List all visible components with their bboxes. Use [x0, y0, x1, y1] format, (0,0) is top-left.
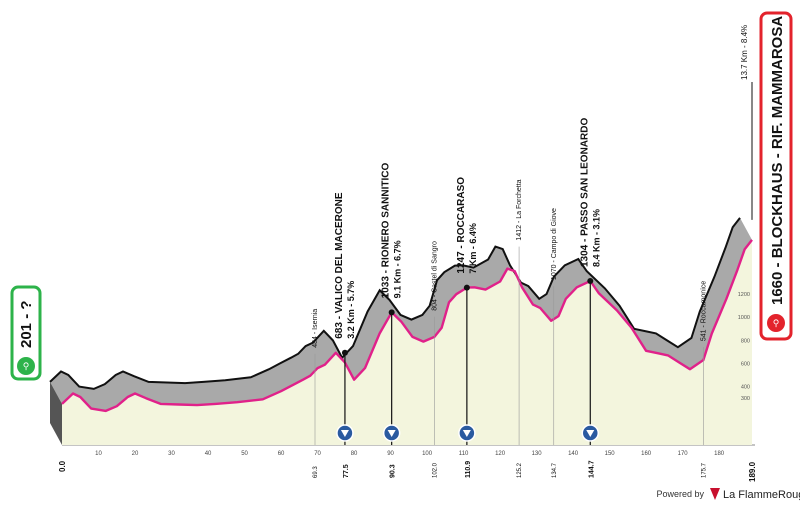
climb-km-label: 90.3	[390, 464, 397, 478]
climb-name-label: 1304 - PASSO SAN LEONARDO	[579, 118, 590, 268]
climb-km-label: 144.7	[588, 460, 595, 478]
climb-marker-arrow	[462, 430, 471, 437]
profile-area	[62, 239, 752, 445]
climb-dot	[587, 278, 594, 285]
climb-dot	[463, 284, 470, 291]
finish-bike-icon	[767, 314, 785, 332]
powered-by-text: Powered by	[656, 489, 704, 499]
town-km-label: 134.7	[552, 462, 558, 478]
climb-km-label: 77.5	[343, 464, 350, 478]
y-tick-label: 400	[741, 384, 750, 390]
bike-icon-glyph: ⚲	[23, 361, 30, 371]
x-tick-label: 40	[205, 451, 212, 457]
town-km-label: 69.3	[313, 466, 319, 478]
climb-marker-arrow	[586, 430, 595, 437]
bike-icon	[17, 357, 35, 375]
climb-detail-label: 8.4 Km - 3.1%	[591, 209, 601, 267]
marks-layer	[314, 82, 753, 445]
town-label: 484 - Isernia	[312, 309, 319, 348]
x-tick-label: 140	[568, 451, 579, 457]
x-tick-label: 120	[495, 451, 506, 457]
x-tick-label: 180	[714, 451, 725, 457]
y-tick-label: 1000	[738, 315, 750, 321]
y-tick-label: 1200	[738, 292, 750, 298]
profile-shade	[50, 217, 752, 411]
brand-text: La FlammeRouge	[723, 489, 800, 501]
x-tick-label: 100	[422, 451, 433, 457]
x-tick-label: 170	[678, 451, 689, 457]
climb-name-label: 1033 - RIONERO SANNITICO	[381, 163, 392, 299]
start-km-label: 0.0	[58, 460, 67, 472]
x-tick-label: 110	[459, 451, 469, 457]
town-label: 804 - Castel di Sangro	[431, 241, 438, 311]
x-tick-label: 60	[278, 451, 285, 457]
start-label: 201 - ?	[18, 300, 35, 348]
town-km-label: 125.2	[517, 462, 523, 478]
town-label: 541 - Roccamonice	[700, 281, 707, 341]
x-tick-label: 70	[314, 451, 321, 457]
x-tick-label: 130	[532, 451, 543, 457]
climb-marker-arrow	[387, 430, 396, 437]
labels-layer: 300 400 600 800 1000 1200 10 20 30 40 50 60 70 80 90 10…	[58, 25, 757, 482]
profile-layer	[49, 217, 753, 445]
town-km-label: 102.0	[432, 462, 438, 478]
route-line	[61, 239, 753, 413]
climb-dot	[388, 309, 395, 316]
x-tick-label: 50	[241, 451, 248, 457]
town-km-label: 175.7	[701, 462, 707, 478]
climb-detail-label: 9.1 Km - 6.7%	[393, 240, 403, 298]
profile-ridge	[49, 217, 741, 390]
footer: Powered by La FlammeRouge	[656, 488, 800, 501]
x-tick-label: 80	[351, 451, 358, 457]
flame-logo-icon	[710, 488, 720, 500]
town-label: 1070 - Campo di Giove	[551, 208, 558, 280]
climb-name-label: 683 - VALICO DEL MACERONE	[334, 192, 345, 339]
finish-label: 1660 - BLOCKHAUS - RIF. MAMMAROSA	[769, 16, 786, 305]
x-tick-label: 30	[168, 451, 175, 457]
x-tick-label: 160	[641, 451, 652, 457]
climb-name-label: 1247 - ROCCARASO	[456, 177, 467, 274]
x-tick-label: 10	[95, 451, 102, 457]
climb-km-label: 110.9	[465, 461, 472, 478]
profile-side	[50, 381, 62, 445]
climb-detail-label: 3.2 Km - 5.7%	[346, 281, 356, 339]
x-tick-label: 150	[605, 451, 616, 457]
x-tick-label: 90	[387, 451, 394, 457]
y-tick-label: 600	[741, 361, 750, 367]
start-badge: ⚲ 201 - ?	[10, 285, 42, 381]
climb-dot	[341, 349, 348, 356]
finish-km-label: 189.0	[748, 461, 757, 482]
climb-detail-label: 7 Km - 6.4%	[468, 223, 478, 274]
y-tick-label: 300	[741, 396, 750, 402]
finish-badge: ⚲ 1660 - BLOCKHAUS - RIF. MAMMAROSA	[759, 11, 793, 341]
y-tick-label: 800	[741, 338, 750, 344]
finish-bike-glyph: ⚲	[773, 318, 780, 328]
climb-marker-arrow	[340, 430, 349, 437]
town-label: 1412 - La Forchetta	[516, 179, 523, 240]
x-tick-label: 20	[132, 451, 139, 457]
finish-climb-note: 13.7 Km - 8.4%	[740, 25, 749, 80]
